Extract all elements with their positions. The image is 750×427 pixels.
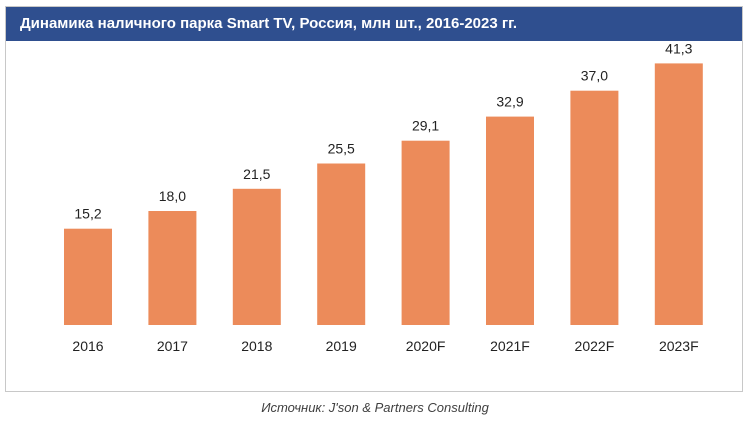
data-label-2016: 15,2 <box>74 206 101 222</box>
data-label-2019: 25,5 <box>328 141 355 157</box>
x-tick-label-2021F: 2021F <box>490 338 530 354</box>
data-label-2020F: 29,1 <box>412 118 439 134</box>
data-label-2023F: 41,3 <box>665 40 692 56</box>
chart-frame: Динамика наличного парка Smart TV, Росси… <box>5 6 743 392</box>
data-label-2017: 18,0 <box>159 188 186 204</box>
x-tick-label-2016: 2016 <box>72 338 103 354</box>
bar-2017 <box>148 211 197 325</box>
x-tick-label-2022F: 2022F <box>575 338 615 354</box>
x-tick-label-2023F: 2023F <box>659 338 699 354</box>
bar-2018 <box>232 188 281 325</box>
chart-title: Динамика наличного парка Smart TV, Росси… <box>6 7 742 41</box>
x-tick-label-2017: 2017 <box>157 338 188 354</box>
bar-2016 <box>64 228 112 325</box>
x-tick-label-2020F: 2020F <box>406 338 446 354</box>
bar-2022F <box>570 90 619 325</box>
bar-2020F <box>401 140 450 325</box>
data-label-2021F: 32,9 <box>496 94 523 110</box>
bar-2019 <box>317 163 366 325</box>
x-tick-label-2018: 2018 <box>241 338 272 354</box>
data-label-2018: 21,5 <box>243 166 270 182</box>
x-tick-label-2019: 2019 <box>326 338 357 354</box>
data-label-2022F: 37,0 <box>581 68 608 84</box>
bar-2021F <box>486 116 534 325</box>
bar-2023F <box>654 63 703 326</box>
source-caption: Источник: J'son & Partners Consulting <box>261 400 489 415</box>
